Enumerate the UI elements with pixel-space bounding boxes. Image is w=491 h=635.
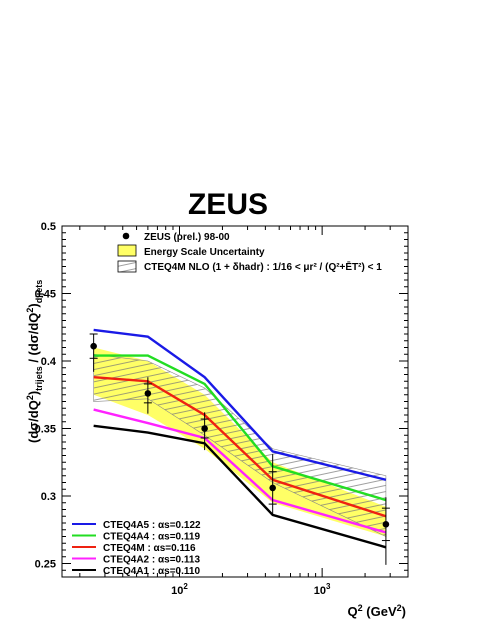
series-line-1 xyxy=(93,354,387,502)
y-tick-label: 0.45 xyxy=(35,289,56,301)
legend-label-series-3: CTEQ4A2 : αs=0.113 xyxy=(103,555,200,566)
data-point xyxy=(144,390,152,397)
legend-label-series-0: CTEQ4A5 : αs=0.122 xyxy=(103,520,201,531)
y-axis-title: (dσ/dQ2)trijets / (dσ/dQ2)dijets xyxy=(25,280,44,443)
x-tick-label: 102 xyxy=(171,582,188,597)
y-tick-label: 0.35 xyxy=(35,424,56,436)
bands-layer xyxy=(93,347,387,537)
data-point xyxy=(269,484,276,492)
axes-layer: 0.25 0.3 0.35 0.4 0.45 0.5 102 103 xyxy=(35,221,409,597)
y-tick-label: 0.25 xyxy=(35,559,56,571)
y-tick-label: 0.5 xyxy=(41,221,56,233)
y-tick-label: 0.4 xyxy=(41,356,57,368)
legend-marker-data xyxy=(122,232,130,240)
legend-label-nlo: CTEQ4M NLO (1 + δhadr) : 1/16 < μr² / (Q… xyxy=(144,261,382,273)
legend-label-data: ZEUS (prel.) 98-00 xyxy=(144,232,230,243)
legend-label-series-4: CTEQ4A1 : αs=0.110 xyxy=(103,566,200,577)
chart-title: ZEUS xyxy=(188,188,268,221)
legend: ZEUS (prel.) 98-00 Energy Scale Uncertain… xyxy=(72,232,382,577)
data-point xyxy=(382,521,390,528)
legend-swatch-energy xyxy=(117,244,137,257)
data-point xyxy=(201,425,208,432)
y-tick-label: 0.3 xyxy=(41,491,56,503)
legend-swatch-nlo xyxy=(117,260,137,273)
x-axis-title: Q2 (GeV2) xyxy=(348,603,406,619)
legend-label-energy: Energy Scale Uncertainty xyxy=(144,247,265,258)
data-points-layer xyxy=(89,333,390,565)
legend-label-series-2: CTEQ4M : αs=0.116 xyxy=(103,543,196,554)
data-point xyxy=(90,342,97,350)
legend-label-series-1: CTEQ4A4 : αs=0.119 xyxy=(103,532,200,543)
series-line-0 xyxy=(93,328,387,481)
x-tick-label: 103 xyxy=(314,582,331,597)
